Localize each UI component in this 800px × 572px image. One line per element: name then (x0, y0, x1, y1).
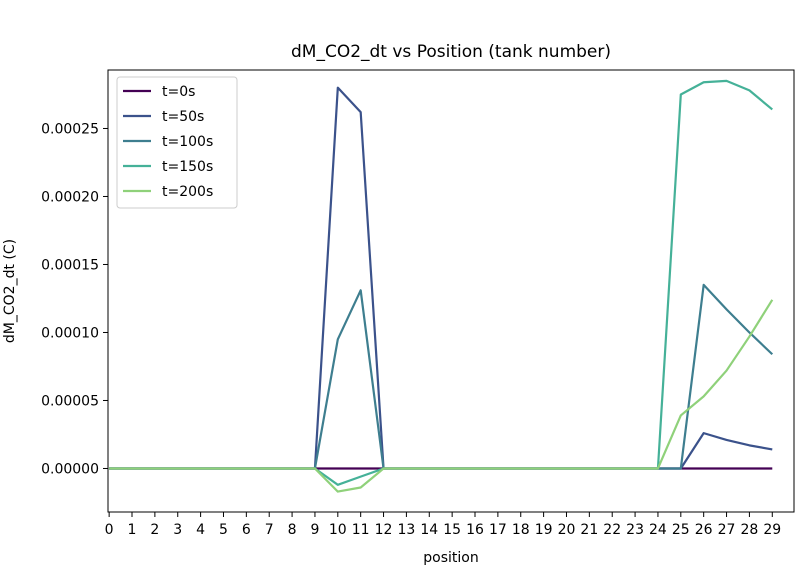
x-tick-label: 11 (352, 522, 370, 538)
x-tick-label: 19 (535, 522, 553, 538)
x-tick-label: 3 (173, 522, 182, 538)
plot-frame (107, 69, 795, 513)
x-tick-label: 0 (105, 522, 114, 538)
x-tick-label: 1 (128, 522, 137, 538)
x-tick-label: 7 (265, 522, 274, 538)
y-tick-label: 0.00020 (41, 189, 99, 205)
x-tick-label: 16 (466, 522, 484, 538)
legend-label: t=0s (162, 84, 195, 100)
legend-label: t=100s (162, 134, 213, 150)
x-tick-label: 28 (740, 522, 758, 538)
x-tick-label: 12 (375, 522, 393, 538)
x-tick-label: 14 (420, 522, 438, 538)
y-tick-label: 0.00015 (41, 257, 99, 273)
plot-area: 0 1 2 3 4 5 6 7 8 9 10 11 12 13 14 15 16 17 18 19 20 21 22 23 24… (41, 69, 795, 538)
series-line-2 (109, 283, 774, 470)
chart-title: dM_CO2_dt vs Position (tank number) (291, 42, 611, 62)
series-line-4 (109, 299, 774, 493)
legend-box (116, 76, 238, 209)
x-tick-label: 29 (763, 522, 781, 538)
x-tick-label: 9 (310, 522, 319, 538)
x-tick-label: 4 (196, 522, 205, 538)
legend-label: t=50s (162, 109, 204, 125)
x-tick-label: 26 (695, 522, 713, 538)
legend: t=0s t=50s t=100s t=150s t=200s (116, 76, 238, 209)
x-axis-title: position (423, 550, 478, 566)
x-tick-label: 18 (512, 522, 530, 538)
y-tick-label: 0.00005 (41, 393, 99, 409)
x-tick-label: 25 (672, 522, 690, 538)
legend-label: t=200s (162, 184, 213, 200)
legend-label: t=150s (162, 159, 213, 175)
x-tick-label: 8 (288, 522, 297, 538)
x-tick-label: 5 (219, 522, 228, 538)
x-tick-label: 10 (329, 522, 347, 538)
x-tick-label: 13 (397, 522, 415, 538)
x-tick-label: 24 (649, 522, 667, 538)
y-tick-label: 0.00000 (41, 461, 99, 477)
x-tick-label: 2 (150, 522, 159, 538)
x-tick-label: 20 (558, 522, 576, 538)
x-tick-label: 17 (489, 522, 507, 538)
y-axis-title: dM_CO2_dt (C) (2, 239, 18, 343)
x-tick-label: 23 (626, 522, 644, 538)
x-tick-label: 27 (718, 522, 736, 538)
x-tick-label: 21 (580, 522, 598, 538)
x-tick-label: 6 (242, 522, 251, 538)
y-tick-label: 0.00025 (41, 121, 99, 137)
x-tick-label: 15 (443, 522, 461, 538)
x-tick-label: 22 (603, 522, 621, 538)
y-tick-label: 0.00010 (41, 325, 99, 341)
